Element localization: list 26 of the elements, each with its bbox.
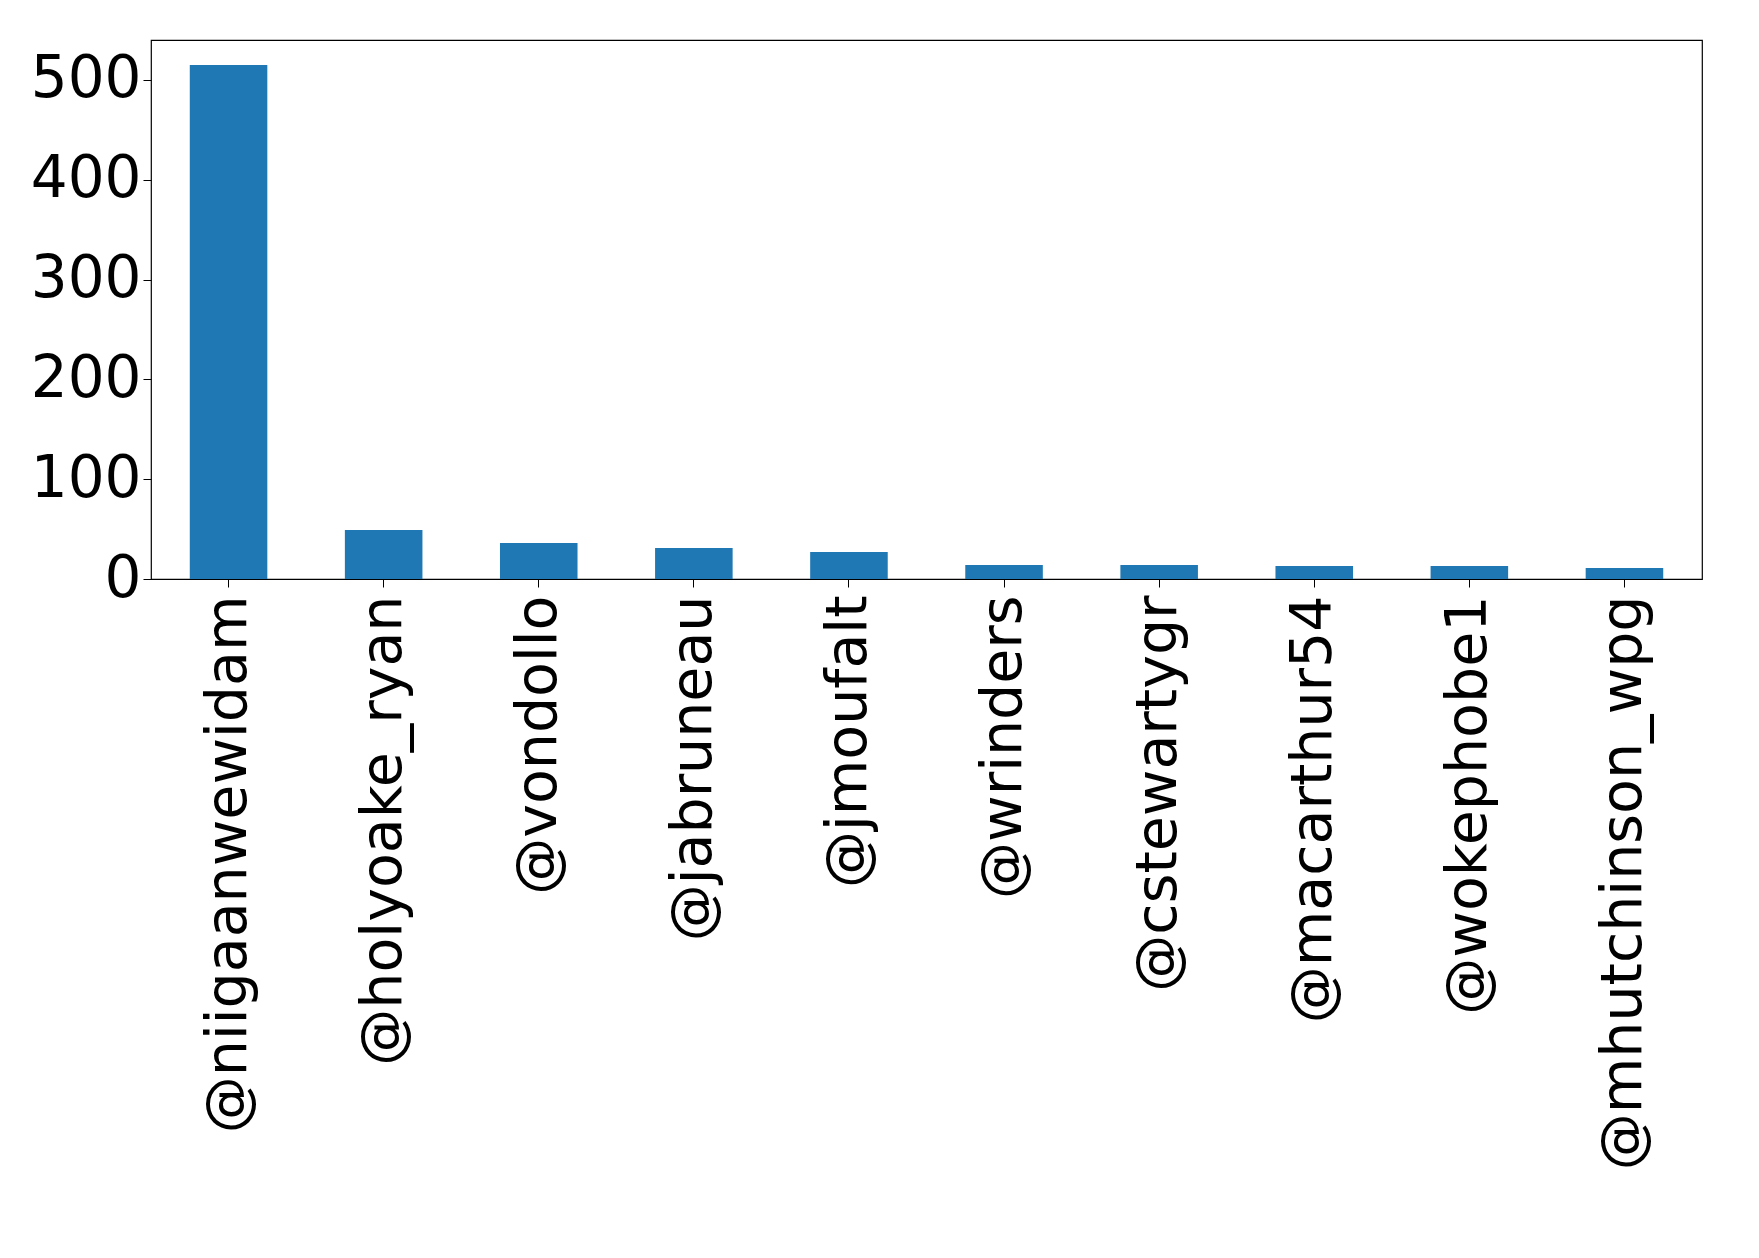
x-tick-label: @holyoake_ryan (347, 595, 414, 1066)
y-tick-label: 300 (30, 243, 142, 312)
y-tick-label: 400 (30, 143, 142, 212)
x-tick-label: @jmoufalt (812, 595, 879, 889)
x-tick-label: @cstewartygr (1123, 594, 1190, 992)
bar (965, 565, 1043, 579)
bar (655, 548, 733, 579)
y-tick-label: 200 (30, 342, 142, 411)
y-tick-label: 500 (30, 43, 142, 112)
bar (499, 543, 578, 579)
x-tick-label: @macarthur54 (1278, 595, 1345, 1024)
x-tick-label: @mhutchinson_wpg (1588, 595, 1655, 1171)
bar (189, 64, 268, 579)
x-tick-label: @wokephobe1 (1433, 595, 1500, 1015)
y-tick-label: 100 (30, 442, 142, 511)
x-tick-label: @vondollo (502, 595, 569, 895)
bar (1275, 566, 1354, 579)
bar (1430, 566, 1509, 579)
x-tick-label: @niigaanwewidam (192, 595, 259, 1134)
bar (810, 552, 888, 579)
bar (1120, 565, 1198, 579)
bar (344, 530, 423, 579)
x-tick-label: @jabruneau (657, 595, 724, 942)
bar (1585, 568, 1664, 579)
x-tick-label: @wrinders (968, 595, 1035, 899)
y-tick-label: 0 (104, 542, 142, 611)
